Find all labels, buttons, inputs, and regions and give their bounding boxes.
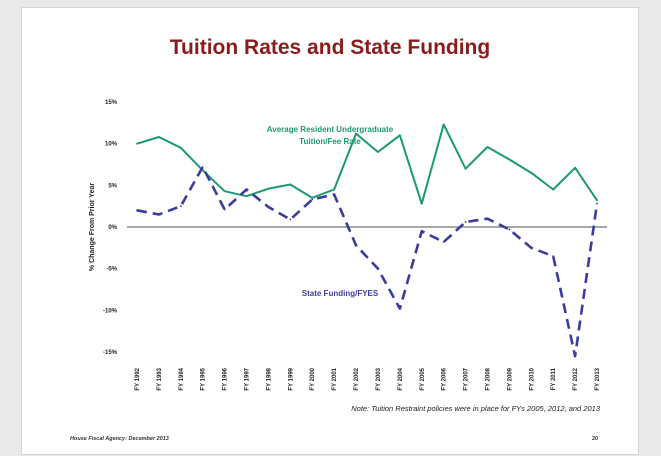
data-point [245, 195, 248, 198]
y-tick-label: -10% [103, 308, 118, 314]
data-point [596, 202, 598, 205]
y-tick-label: 0% [108, 225, 117, 231]
x-tick-label: FY 1998 [266, 367, 272, 390]
data-point [267, 206, 270, 208]
series-line-state-funding [136, 165, 599, 358]
x-tick-label: FY 2006 [442, 367, 448, 390]
page-number: 20 [592, 436, 599, 442]
y-tick-label: -15% [103, 350, 118, 356]
y-tick-label: 15% [105, 100, 118, 106]
x-tick-label: FY 2009 [507, 367, 513, 390]
data-point [179, 205, 182, 208]
data-point [267, 187, 270, 190]
chart-title: Tuition Rates and State Funding [169, 36, 491, 59]
data-point [486, 146, 489, 148]
data-point [398, 134, 401, 137]
data-point [289, 218, 292, 221]
data-point [158, 213, 160, 216]
x-tick-label: FY 2010 [529, 367, 535, 390]
x-tick-label: FY 2005 [420, 367, 426, 390]
data-point [158, 136, 160, 138]
data-point [333, 193, 336, 196]
x-tick-label: FY 1996 [223, 367, 229, 390]
x-tick-label: FY 1999 [288, 367, 294, 390]
data-point [508, 228, 511, 231]
data-point [179, 146, 182, 149]
data-point [223, 190, 226, 193]
data-point [245, 188, 248, 191]
data-point [442, 123, 445, 126]
data-point [136, 142, 138, 145]
data-point [355, 244, 357, 247]
data-point [355, 132, 357, 135]
x-tick-label: FY 1995 [201, 367, 207, 390]
data-point [201, 166, 204, 168]
data-point [289, 183, 292, 186]
data-point [311, 198, 314, 201]
data-point [333, 188, 336, 191]
series-label-state-funding: State Funding/FYES [302, 289, 379, 298]
data-point [596, 199, 598, 202]
x-tick-label: FY 1994 [179, 367, 185, 390]
data-point [420, 202, 423, 205]
data-point [464, 221, 467, 223]
x-tick-label: FY 2011 [551, 367, 557, 390]
data-point [136, 209, 138, 212]
data-point [530, 246, 533, 249]
x-tick-label: FY 1993 [157, 367, 163, 390]
series-line-tuition [136, 123, 598, 205]
series-label-tuition: Tuition/Fee Rate [299, 137, 361, 146]
data-point [552, 255, 555, 258]
y-tick-label: 5% [108, 183, 117, 189]
x-tick-label: FY 2003 [376, 367, 382, 390]
x-tick-label: FY 2004 [398, 367, 404, 390]
data-point [574, 355, 576, 358]
chart-note: Note: Tuition Restraint policies were in… [351, 404, 600, 413]
y-axis-label: % Change From Prior Year [89, 183, 96, 271]
line-chart: % Change From Prior Year 15% 10% 5% 0% -5% -10… [89, 100, 607, 391]
y-tick-label: 10% [105, 142, 118, 148]
data-point [508, 158, 511, 161]
data-point [530, 171, 533, 174]
x-tick-label: FY 2001 [332, 367, 338, 390]
data-point [377, 151, 379, 153]
data-point [420, 230, 423, 233]
x-tick-label: FY 2008 [485, 367, 491, 390]
data-point [377, 267, 379, 270]
x-tick-label: FY 2000 [310, 367, 316, 390]
series-label-tuition: Average Resident Undergraduate [267, 125, 394, 134]
data-point [442, 241, 445, 243]
x-tick-label: FY 2013 [595, 367, 601, 390]
footer-source: House Fiscal Agency: December 2013 [70, 436, 169, 442]
x-tick-label: FY 2007 [464, 367, 470, 390]
x-tick-label: FY 2012 [573, 367, 579, 390]
x-tick-label: FY 2002 [354, 367, 360, 390]
x-tick-label: FY 1997 [245, 367, 251, 390]
data-point [486, 217, 489, 220]
data-point [574, 166, 576, 169]
data-point [311, 196, 314, 199]
data-point [464, 167, 467, 170]
x-tick-label: FY 1992 [135, 367, 141, 390]
data-point [552, 188, 555, 191]
data-point [398, 307, 401, 310]
data-point [223, 208, 226, 211]
slide: Tuition Rates and State Funding % Change… [22, 8, 638, 454]
y-tick-label: -5% [106, 267, 117, 273]
